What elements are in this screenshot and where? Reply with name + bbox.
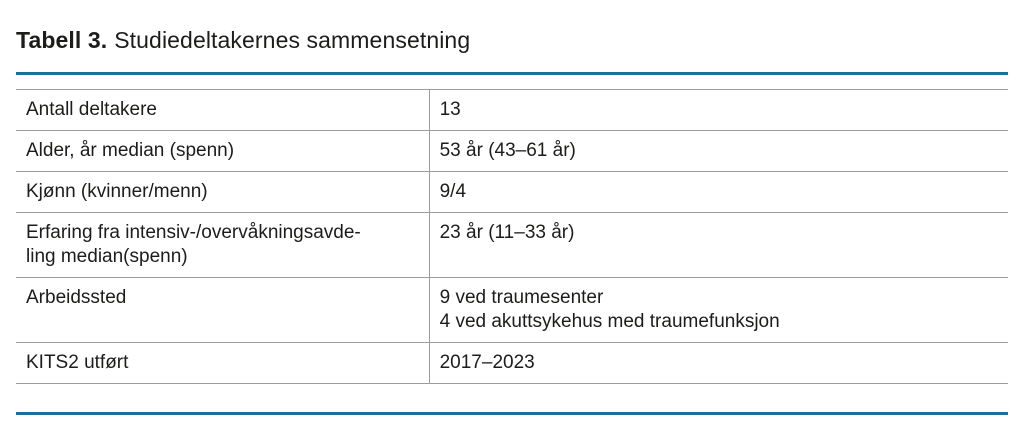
row-label-cell: Antall deltakere xyxy=(16,89,430,131)
row-value-cell: 53 år (43–61 år) xyxy=(429,130,1008,172)
table-caption-text: Studiedeltakernes sammensetning xyxy=(114,27,471,53)
table-caption: Tabell 3. Studiedeltakernes sammensetning xyxy=(16,26,1008,55)
row-value-cell: 9/4 xyxy=(429,171,1008,213)
row-value-cell: 13 xyxy=(429,89,1008,131)
table-row: Arbeidssted 9 ved traumesenter 4 ved aku… xyxy=(16,277,1008,343)
row-label-cell: Erfaring fra intensiv-/overvåkningsavde-… xyxy=(16,212,430,278)
table-row: Alder, år median (spenn) 53 år (43–61 år… xyxy=(16,130,1008,172)
top-accent-rule xyxy=(16,72,1008,75)
row-label-cell: Arbeidssted xyxy=(16,277,430,343)
table-row: Erfaring fra intensiv-/overvåkningsavde-… xyxy=(16,212,1008,278)
row-value-cell: 23 år (11–33 år) xyxy=(429,212,1008,278)
study-composition-table: Antall deltakere 13 Alder, år median (sp… xyxy=(16,89,1008,384)
table-row: KITS2 utført 2017–2023 xyxy=(16,342,1008,384)
bottom-accent-rule xyxy=(16,412,1008,415)
table-row: Kjønn (kvinner/menn) 9/4 xyxy=(16,171,1008,213)
row-value-cell: 2017–2023 xyxy=(429,342,1008,384)
row-label-cell: KITS2 utført xyxy=(16,342,430,384)
row-value-cell: 9 ved traumesenter 4 ved akuttsykehus me… xyxy=(429,277,1008,343)
table-row: Antall deltakere 13 xyxy=(16,89,1008,131)
row-label-cell: Alder, år median (spenn) xyxy=(16,130,430,172)
row-label-cell: Kjønn (kvinner/menn) xyxy=(16,171,430,213)
table-caption-number: Tabell 3. xyxy=(16,27,108,53)
